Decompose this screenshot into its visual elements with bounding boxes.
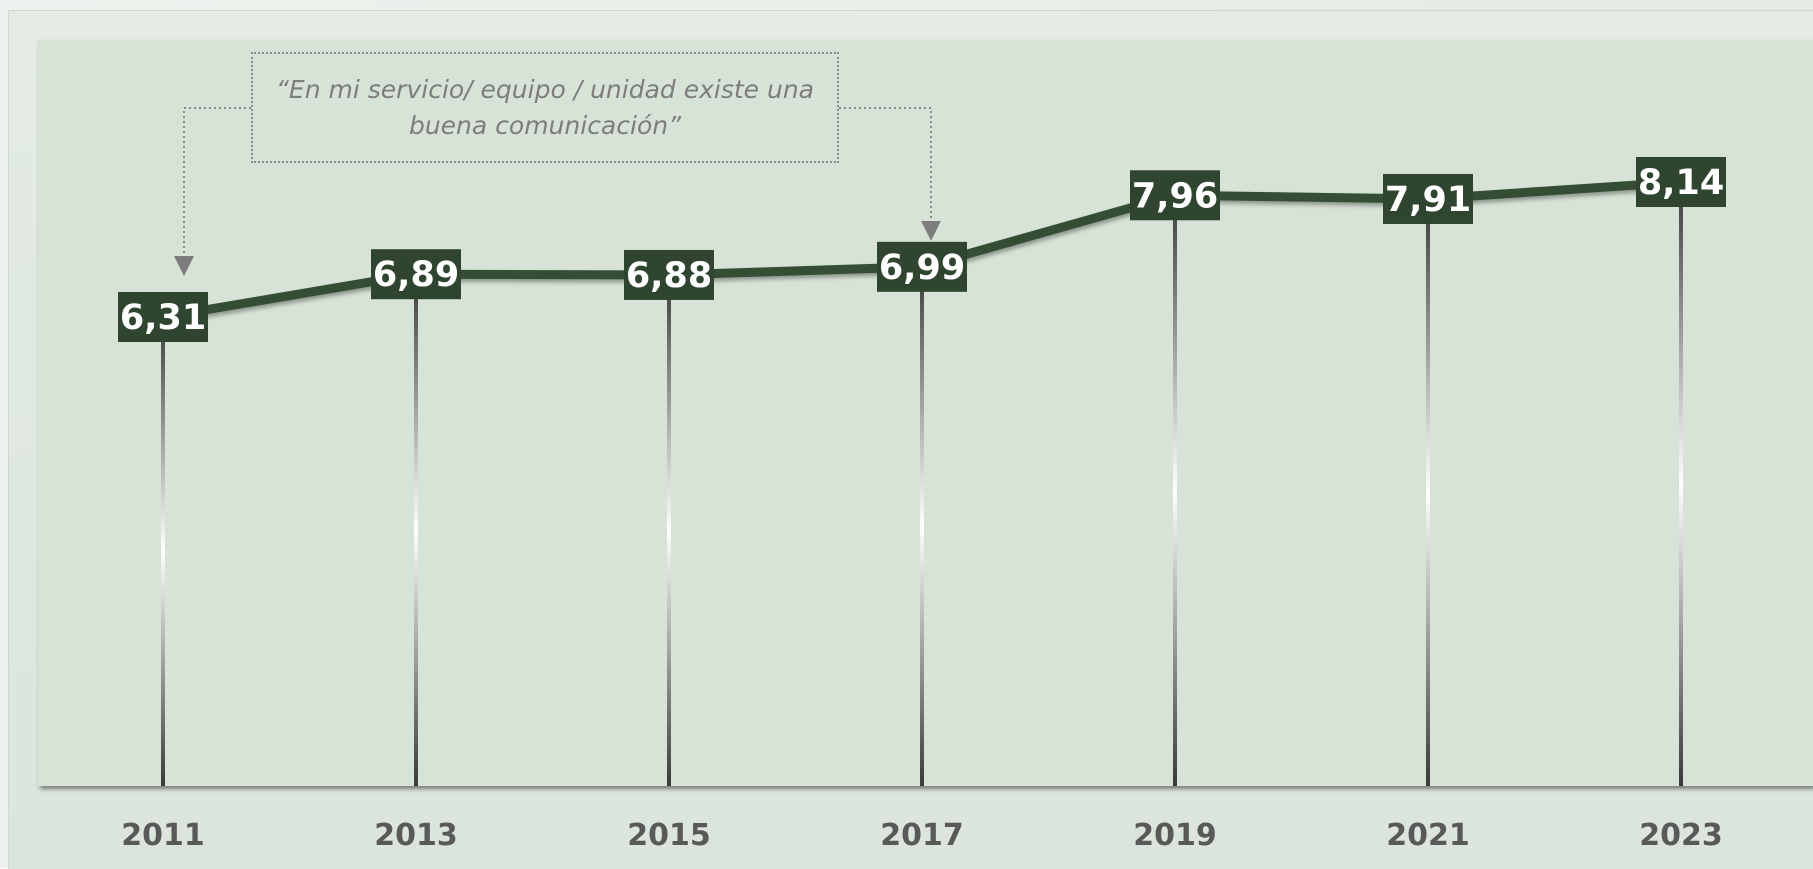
value-label-box-2015 bbox=[624, 249, 714, 300]
value-label-2011: 6,31 bbox=[120, 298, 206, 338]
value-label-group-2021: 7,91 bbox=[1383, 173, 1473, 224]
value-label-group-2011: 6,31 bbox=[118, 292, 208, 342]
x-tick-label-2017: 2017 bbox=[880, 818, 964, 853]
plot-area bbox=[38, 40, 1813, 786]
value-label-box-2021 bbox=[1383, 173, 1473, 224]
value-label-2017: 6,99 bbox=[879, 248, 965, 288]
x-tick-label-2013: 2013 bbox=[374, 818, 458, 853]
value-label-2019: 7,96 bbox=[1132, 176, 1218, 216]
annotation-text: “En mi servicio/ equipo / unidad existe … bbox=[275, 74, 814, 140]
value-label-box-2019 bbox=[1130, 170, 1220, 221]
value-label-group-2013: 6,89 bbox=[371, 249, 461, 300]
value-label-2023: 8,14 bbox=[1638, 163, 1724, 203]
stem-line-2015 bbox=[667, 274, 671, 786]
value-label-box-2013 bbox=[371, 249, 461, 300]
stem-line-2013 bbox=[414, 274, 418, 786]
stem-line-2019 bbox=[1173, 195, 1177, 786]
x-tick-label-2023: 2023 bbox=[1639, 818, 1723, 853]
value-label-group-2023: 8,14 bbox=[1636, 157, 1726, 207]
value-label-box-2017 bbox=[877, 241, 967, 292]
value-label-group-2015: 6,88 bbox=[624, 249, 714, 300]
x-tick-label-2019: 2019 bbox=[1133, 818, 1217, 853]
stem-line-2011 bbox=[161, 317, 165, 786]
value-label-2015: 6,88 bbox=[626, 256, 712, 296]
value-label-box-2023 bbox=[1636, 157, 1726, 207]
stem-line-2017 bbox=[920, 266, 924, 786]
value-label-group-2017: 6,99 bbox=[877, 241, 967, 292]
x-tick-label-2011: 2011 bbox=[121, 818, 205, 853]
x-tick-label-2015: 2015 bbox=[627, 818, 711, 853]
annotation-connector-2011 bbox=[174, 107, 251, 276]
value-label-group-2019: 7,96 bbox=[1130, 170, 1220, 221]
value-label-2021: 7,91 bbox=[1385, 180, 1471, 220]
stem-line-2021 bbox=[1426, 198, 1430, 786]
stem-line-2023 bbox=[1679, 182, 1683, 786]
annotation-box: “En mi servicio/ equipo / unidad existe … bbox=[251, 52, 839, 163]
value-label-box-2011 bbox=[118, 292, 208, 342]
annotation-connector-2017 bbox=[839, 107, 941, 241]
x-tick-label-2021: 2021 bbox=[1386, 818, 1470, 853]
value-label-2013: 6,89 bbox=[373, 255, 459, 295]
